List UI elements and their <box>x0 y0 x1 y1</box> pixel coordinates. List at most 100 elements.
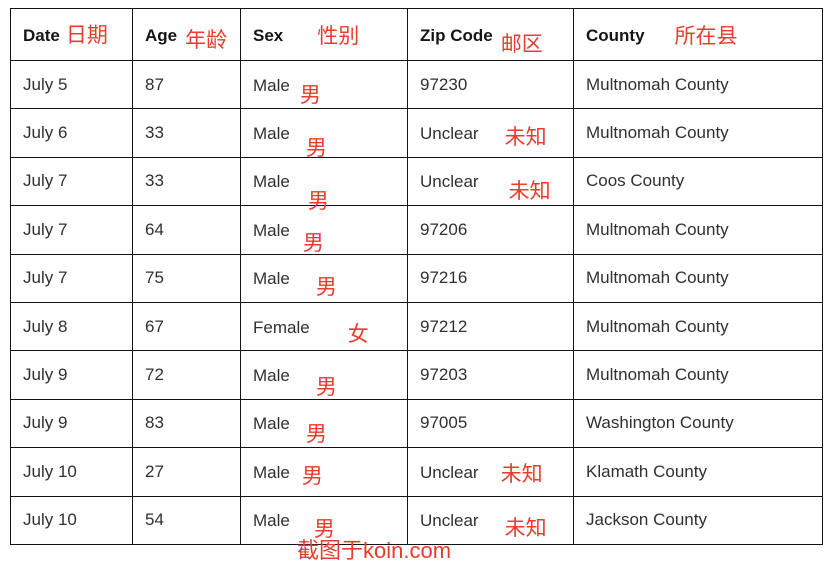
age-value: 75 <box>145 268 164 288</box>
date-value: July 10 <box>23 510 77 530</box>
table-row: July 7 75 Male 男 97216 Multnomah County <box>10 253 823 303</box>
county-value: Multnomah County <box>586 365 729 385</box>
cell-zip: Unclear 未知 <box>407 156 574 207</box>
sex-annotation: 男 <box>307 190 329 214</box>
cell-zip: Unclear 未知 <box>407 495 574 545</box>
sex-value: Male <box>253 366 290 386</box>
zip-value: 97203 <box>420 365 468 385</box>
age-value: 27 <box>145 461 164 481</box>
county-value: Coos County <box>586 171 685 191</box>
date-value: July 7 <box>23 219 68 239</box>
county-value: Klamath County <box>586 461 707 481</box>
cell-county: Multnomah County <box>573 59 823 110</box>
cell-county: Washington County <box>573 398 823 449</box>
cell-zip: 97230 <box>407 59 574 110</box>
col-header-zip-annotation: 邮区 <box>500 32 543 56</box>
table-body: July 5 87 Male 男 97230 Multnomah County J… <box>10 59 823 545</box>
date-value: July 5 <box>23 74 68 94</box>
cell-county: Multnomah County <box>573 253 823 303</box>
cell-age: 33 <box>132 156 241 207</box>
zip-annotation: 未知 <box>500 462 543 486</box>
cell-county: Multnomah County <box>573 301 823 352</box>
zip-annotation: 未知 <box>504 517 547 541</box>
sex-annotation: 男 <box>305 423 327 447</box>
col-header-county-annotation: 所在县 <box>674 24 738 48</box>
cell-date: July 10 <box>10 495 133 545</box>
sex-value: Male <box>253 220 290 240</box>
sex-annotation: 男 <box>313 518 335 542</box>
cell-sex: Male 男 <box>240 447 408 497</box>
date-value: July 6 <box>23 123 68 143</box>
col-header-county-label: County <box>586 25 645 45</box>
cell-date: July 7 <box>10 156 133 207</box>
sex-value: Female <box>253 317 310 337</box>
header-row: Date 日期 Age 年龄 Sex 性别 Zip Code 邮区 County 所在县 <box>10 8 823 61</box>
zip-value: Unclear <box>420 511 479 531</box>
col-header-age-label: Age <box>145 25 178 45</box>
cell-age: 54 <box>132 495 241 545</box>
cell-sex: Male 男 <box>240 59 408 110</box>
zip-value: Unclear <box>420 172 479 192</box>
cell-county: Jackson County <box>573 495 823 545</box>
cell-sex: Male 男 <box>240 156 408 212</box>
cell-zip: 97212 <box>407 301 574 352</box>
zip-annotation: 未知 <box>504 126 547 150</box>
sex-value: Male <box>253 511 290 531</box>
age-value: 67 <box>145 316 164 336</box>
zip-value: Unclear <box>420 462 479 482</box>
age-value: 64 <box>145 219 164 239</box>
sex-value: Male <box>253 269 290 289</box>
cell-zip: 97216 <box>407 253 574 303</box>
sex-value: Male <box>253 75 290 95</box>
county-value: Multnomah County <box>586 123 729 143</box>
zip-value: 97005 <box>420 413 468 433</box>
table-row: July 8 67 Female 女 97212 Multnomah County <box>10 301 823 352</box>
table-row: July 9 72 Male 男 97203 Multnomah County <box>10 350 823 400</box>
table-row: July 6 33 Male 男 Unclear 未知 Multnomah Coun… <box>10 108 823 159</box>
sex-annotation: 男 <box>299 83 321 107</box>
cell-age: 83 <box>132 398 241 449</box>
sex-annotation: 男 <box>302 231 324 255</box>
zip-value: 97212 <box>420 316 468 336</box>
sex-value: Male <box>253 124 290 144</box>
cell-zip: Unclear 未知 <box>407 108 574 158</box>
cell-date: July 5 <box>10 59 133 110</box>
age-value: 83 <box>145 413 164 433</box>
cell-sex: Male 男 <box>240 108 408 159</box>
table-header: Date 日期 Age 年龄 Sex 性别 Zip Code 邮区 County 所在县 <box>10 8 823 61</box>
sex-value: Male <box>253 172 290 192</box>
cell-age: 75 <box>132 253 241 303</box>
zip-value: 97206 <box>420 219 468 239</box>
col-header-date-annotation: 日期 <box>65 23 108 47</box>
data-table: Date 日期 Age 年龄 Sex 性别 Zip Code 邮区 County 所在县 … <box>10 8 823 545</box>
cell-sex: Male 男 <box>240 398 408 449</box>
cell-zip: Unclear 未知 <box>407 447 574 497</box>
county-value: Multnomah County <box>586 219 729 239</box>
cell-sex: Male 男 <box>240 205 408 255</box>
col-header-sex: Sex 性别 <box>240 8 408 61</box>
table-row: July 9 83 Male 男 97005 Washington County <box>10 398 823 449</box>
col-header-date: Date 日期 <box>10 8 133 61</box>
cell-date: July 8 <box>10 301 133 352</box>
table-row: July 7 33 Male 男 Unclear 未知 Coos County <box>10 156 823 212</box>
cell-age: 33 <box>132 108 241 158</box>
col-header-sex-label: Sex <box>253 25 284 45</box>
table-wrap: Date 日期 Age 年龄 Sex 性别 Zip Code 邮区 County 所在县 … <box>10 8 823 545</box>
cell-sex: Male 男 <box>240 253 408 303</box>
date-value: July 10 <box>23 461 77 481</box>
sex-annotation: 男 <box>315 376 337 400</box>
age-value: 72 <box>145 365 164 385</box>
age-value: 87 <box>145 74 164 94</box>
age-value: 33 <box>145 123 164 143</box>
cell-age: 27 <box>132 447 241 497</box>
cell-sex: Male 男 <box>240 495 408 545</box>
date-value: July 9 <box>23 365 68 385</box>
cell-sex: Female 女 <box>240 301 408 352</box>
table-row: July 5 87 Male 男 97230 Multnomah County <box>10 59 823 110</box>
table-row: July 7 64 Male 男 97206 Multnomah County <box>10 205 823 255</box>
cell-zip: 97203 <box>407 350 574 400</box>
county-value: Multnomah County <box>586 316 729 336</box>
cell-county: Coos County <box>573 156 823 207</box>
cell-county: Multnomah County <box>573 350 823 400</box>
